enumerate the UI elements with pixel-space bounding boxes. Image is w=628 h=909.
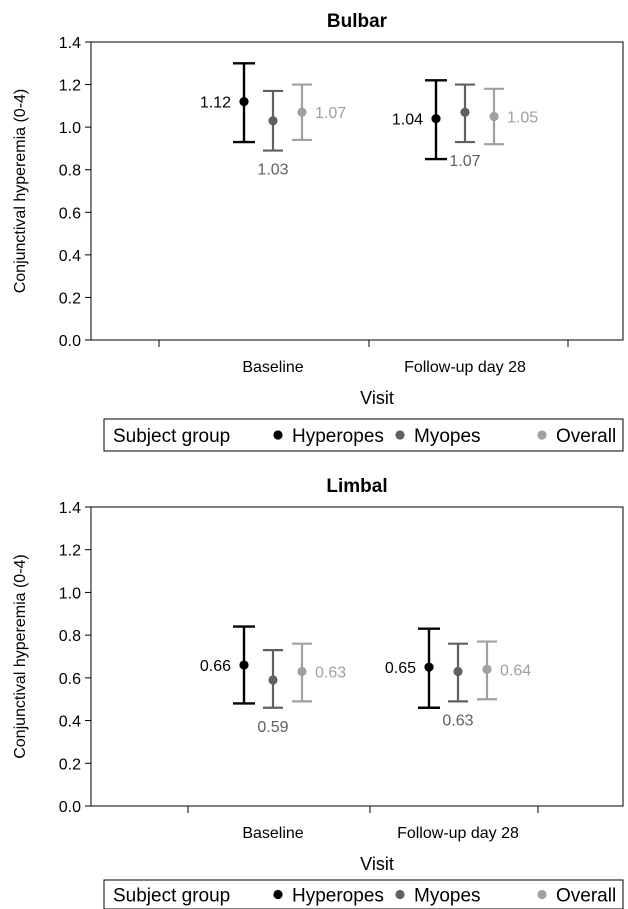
data-label: 0.64 bbox=[500, 662, 531, 679]
chart-title: Bulbar bbox=[327, 11, 388, 32]
legend-item-label: Myopes bbox=[414, 426, 481, 447]
chart-title: Limbal bbox=[326, 476, 387, 497]
data-point-myopes bbox=[460, 107, 470, 117]
data-label: 0.63 bbox=[315, 664, 346, 681]
chart-panel-limbal: Limbal 0.0 0.2 0.4 0.6 0.8 1.0 1.2 1.4 Conjunctiv… bbox=[12, 476, 624, 909]
data-label: 1.04 bbox=[392, 112, 423, 129]
legend-item-label: Hyperopes bbox=[292, 426, 384, 447]
legend-marker-overall bbox=[537, 889, 547, 900]
legend: Subject group Hyperopes Myopes Overall bbox=[103, 418, 624, 452]
data-point-overall bbox=[482, 664, 492, 674]
y-tick-label: 1.4 bbox=[59, 500, 81, 517]
y-axis-label: Conjunctival hyperemia (0-4) bbox=[12, 89, 29, 294]
y-tick-label: 0.0 bbox=[59, 799, 81, 816]
data-point-myopes bbox=[453, 666, 463, 677]
legend-item-label: Overall bbox=[556, 886, 616, 907]
data-point-myopes bbox=[268, 116, 278, 126]
legend-item-label: Myopes bbox=[414, 886, 481, 907]
legend-box bbox=[103, 418, 624, 452]
y-tick-label: 1.0 bbox=[59, 585, 81, 602]
y-tick-label: 0.4 bbox=[59, 248, 81, 265]
legend-item-label: Hyperopes bbox=[292, 886, 384, 907]
x-tick-label: Baseline bbox=[242, 825, 303, 842]
legend-marker-overall bbox=[537, 430, 547, 440]
data-point-hyperopes bbox=[431, 114, 441, 124]
y-tick-label: 0.6 bbox=[59, 671, 81, 688]
legend-marker-hyperopes bbox=[273, 430, 283, 440]
plot-area bbox=[90, 41, 624, 341]
data-label: 1.03 bbox=[257, 162, 288, 179]
y-tick-label: 0.8 bbox=[59, 628, 81, 645]
legend-marker-myopes bbox=[395, 430, 405, 440]
data-point-overall bbox=[297, 107, 307, 117]
y-tick-label: 1.2 bbox=[59, 543, 81, 560]
data-label: 0.59 bbox=[257, 719, 288, 736]
y-tick-label: 0.8 bbox=[59, 163, 81, 180]
y-tick-label: 0.2 bbox=[59, 756, 81, 773]
x-axis-label: Visit bbox=[360, 854, 394, 874]
data-label: 1.05 bbox=[507, 110, 538, 127]
data-point-overall bbox=[489, 111, 499, 122]
data-point-hyperopes bbox=[239, 660, 249, 670]
data-point-myopes bbox=[268, 675, 278, 685]
legend-box bbox=[103, 879, 624, 909]
y-tick-label: 1.0 bbox=[59, 120, 81, 137]
y-tick-label: 1.2 bbox=[59, 78, 81, 95]
y-tick-label: 0.2 bbox=[59, 290, 81, 307]
legend-item-label: Overall bbox=[556, 426, 616, 447]
x-tick-label: Follow-up day 28 bbox=[404, 359, 526, 376]
plot-area bbox=[90, 506, 624, 807]
y-axis-label: Conjunctival hyperemia (0-4) bbox=[12, 554, 29, 759]
data-label: 0.66 bbox=[200, 658, 231, 675]
data-label: 0.63 bbox=[442, 712, 473, 729]
chart-panel-bulbar: Bulbar 0.0 0.2 0.4 0.6 0.8 1.0 1.2 1.4 Conjunctiv… bbox=[12, 11, 624, 452]
legend-title: Subject group bbox=[113, 426, 230, 447]
legend-marker-hyperopes bbox=[273, 889, 283, 900]
data-label: 1.07 bbox=[315, 105, 346, 122]
data-point-overall bbox=[297, 666, 307, 677]
legend: Subject group Hyperopes Myopes Overall bbox=[103, 879, 624, 909]
y-tick-label: 0.4 bbox=[59, 714, 81, 731]
y-tick-label: 0.0 bbox=[59, 333, 81, 350]
legend-marker-myopes bbox=[395, 889, 405, 900]
data-label: 1.07 bbox=[449, 153, 480, 170]
data-label: 0.65 bbox=[385, 660, 416, 677]
x-tick-label: Baseline bbox=[242, 359, 303, 376]
legend-title: Subject group bbox=[113, 886, 230, 907]
data-label: 1.12 bbox=[200, 95, 231, 112]
data-point-hyperopes bbox=[239, 97, 249, 107]
y-tick-label: 1.4 bbox=[59, 35, 81, 52]
data-point-hyperopes bbox=[424, 662, 434, 672]
x-axis-label: Visit bbox=[360, 388, 394, 408]
x-tick-label: Follow-up day 28 bbox=[397, 825, 519, 842]
y-tick-label: 0.6 bbox=[59, 205, 81, 222]
